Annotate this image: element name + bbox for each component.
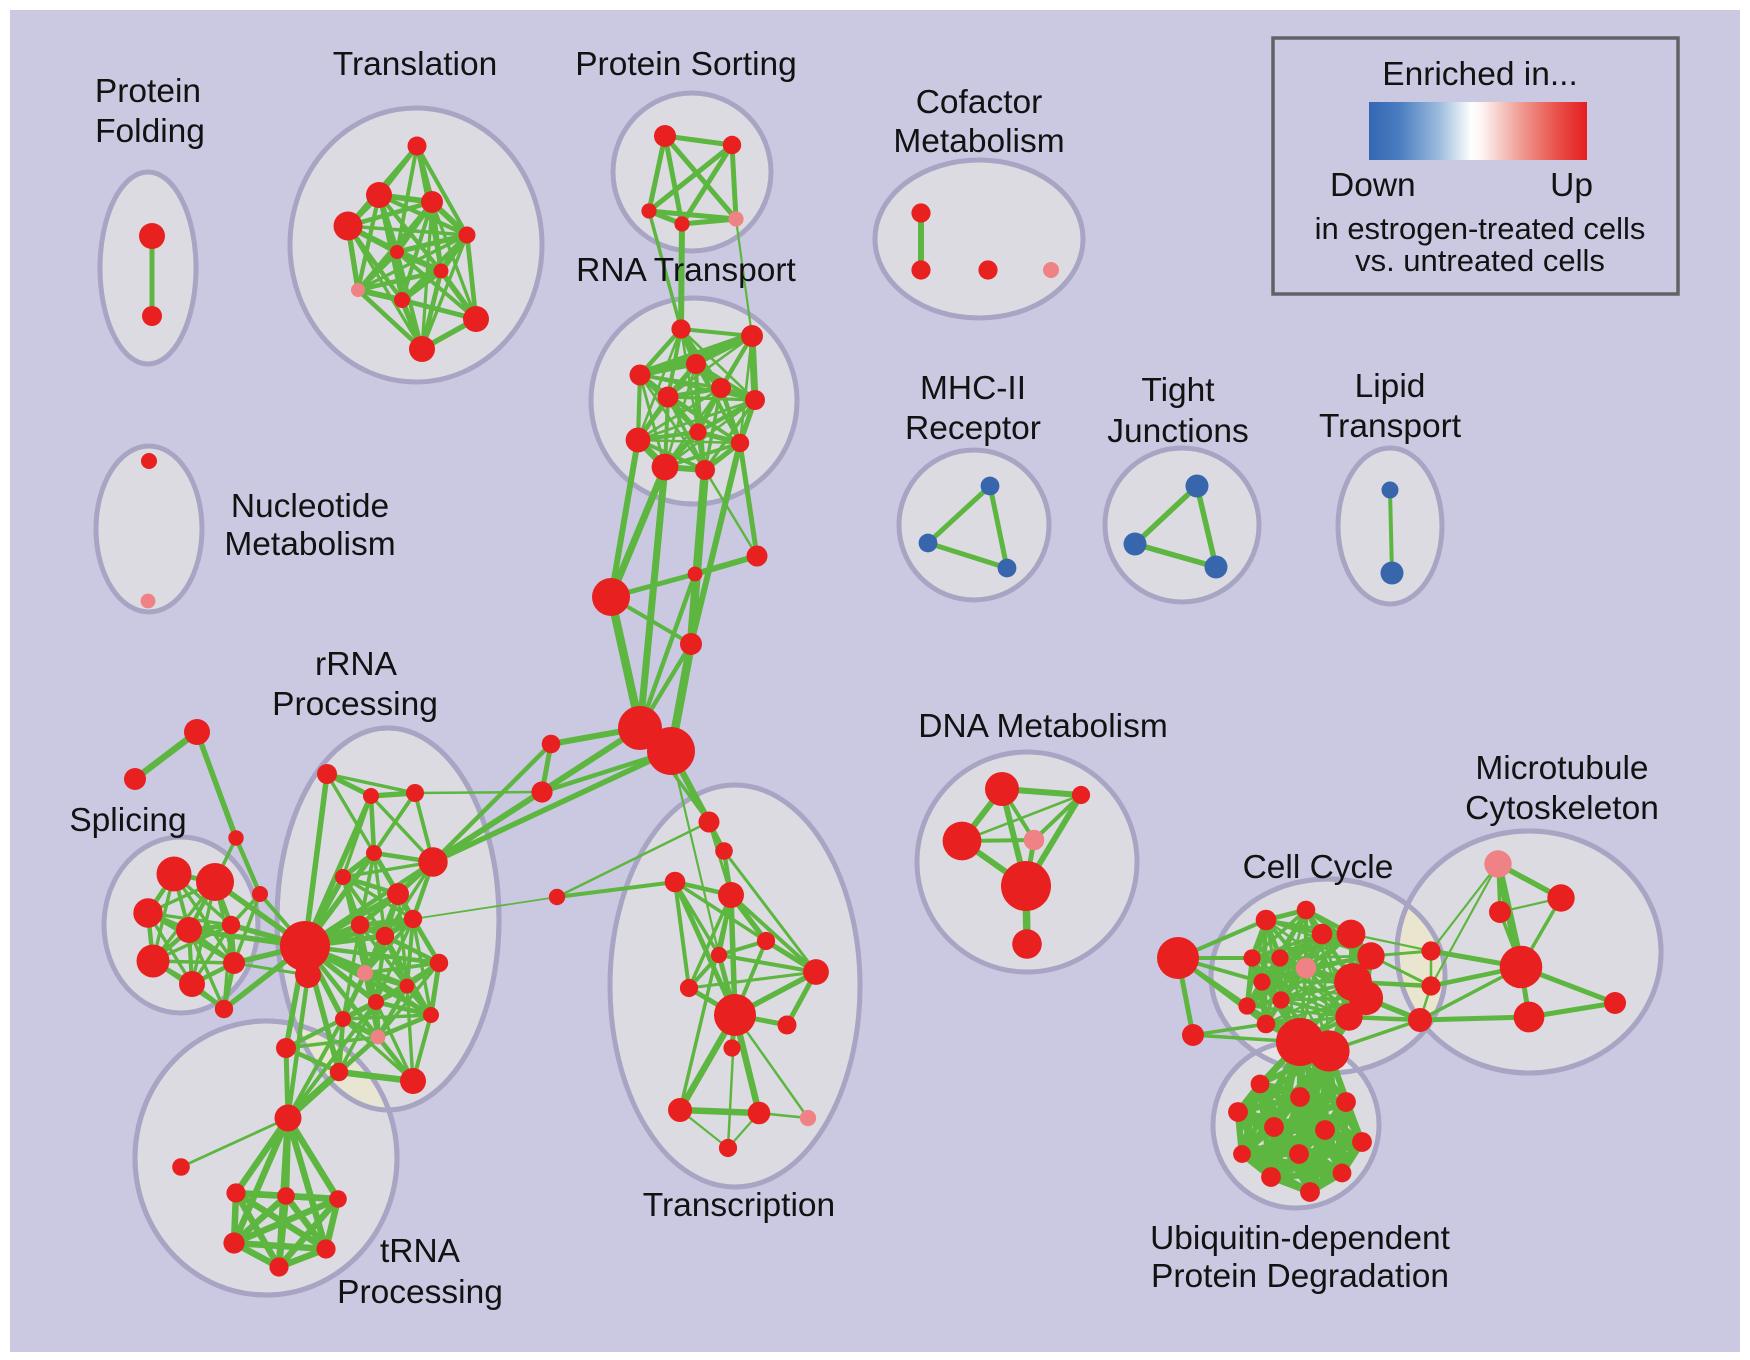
svg-text:Processing: Processing [272, 686, 438, 723]
svg-text:Junctions: Junctions [1107, 413, 1249, 450]
svg-text:tRNA: tRNA [380, 1233, 461, 1270]
svg-text:Metabolism: Metabolism [893, 123, 1064, 160]
svg-text:Up: Up [1550, 167, 1593, 204]
svg-text:rRNA: rRNA [315, 646, 398, 683]
svg-text:Ubiquitin-dependent: Ubiquitin-dependent [1150, 1220, 1451, 1257]
svg-text:Down: Down [1330, 167, 1416, 204]
svg-text:Protein: Protein [95, 73, 201, 110]
svg-text:Translation: Translation [333, 46, 497, 83]
svg-text:Enriched in...: Enriched in... [1382, 56, 1578, 93]
svg-text:DNA Metabolism: DNA Metabolism [918, 708, 1167, 745]
svg-text:vs. untreated cells: vs. untreated cells [1355, 243, 1605, 278]
svg-text:Metabolism: Metabolism [224, 526, 395, 563]
svg-text:in estrogen-treated cells: in estrogen-treated cells [1315, 211, 1646, 246]
svg-text:Splicing: Splicing [69, 802, 186, 839]
svg-text:Microtubule: Microtubule [1475, 750, 1648, 787]
svg-text:Folding: Folding [95, 113, 205, 150]
svg-text:Transcription: Transcription [643, 1187, 835, 1224]
svg-text:Receptor: Receptor [905, 410, 1041, 447]
svg-text:RNA Transport: RNA Transport [576, 252, 796, 289]
svg-text:Cofactor: Cofactor [916, 84, 1043, 121]
svg-text:Lipid: Lipid [1355, 368, 1426, 405]
svg-text:Cell Cycle: Cell Cycle [1243, 849, 1394, 886]
svg-text:Protein Degradation: Protein Degradation [1151, 1258, 1449, 1295]
svg-text:Nucleotide: Nucleotide [231, 488, 389, 525]
svg-text:Cytoskeleton: Cytoskeleton [1465, 790, 1659, 827]
svg-text:Transport: Transport [1319, 408, 1462, 445]
svg-text:Protein Sorting: Protein Sorting [575, 46, 797, 83]
svg-text:MHC-II: MHC-II [920, 370, 1026, 407]
svg-text:Processing: Processing [337, 1274, 503, 1311]
svg-text:Tight: Tight [1141, 372, 1215, 409]
